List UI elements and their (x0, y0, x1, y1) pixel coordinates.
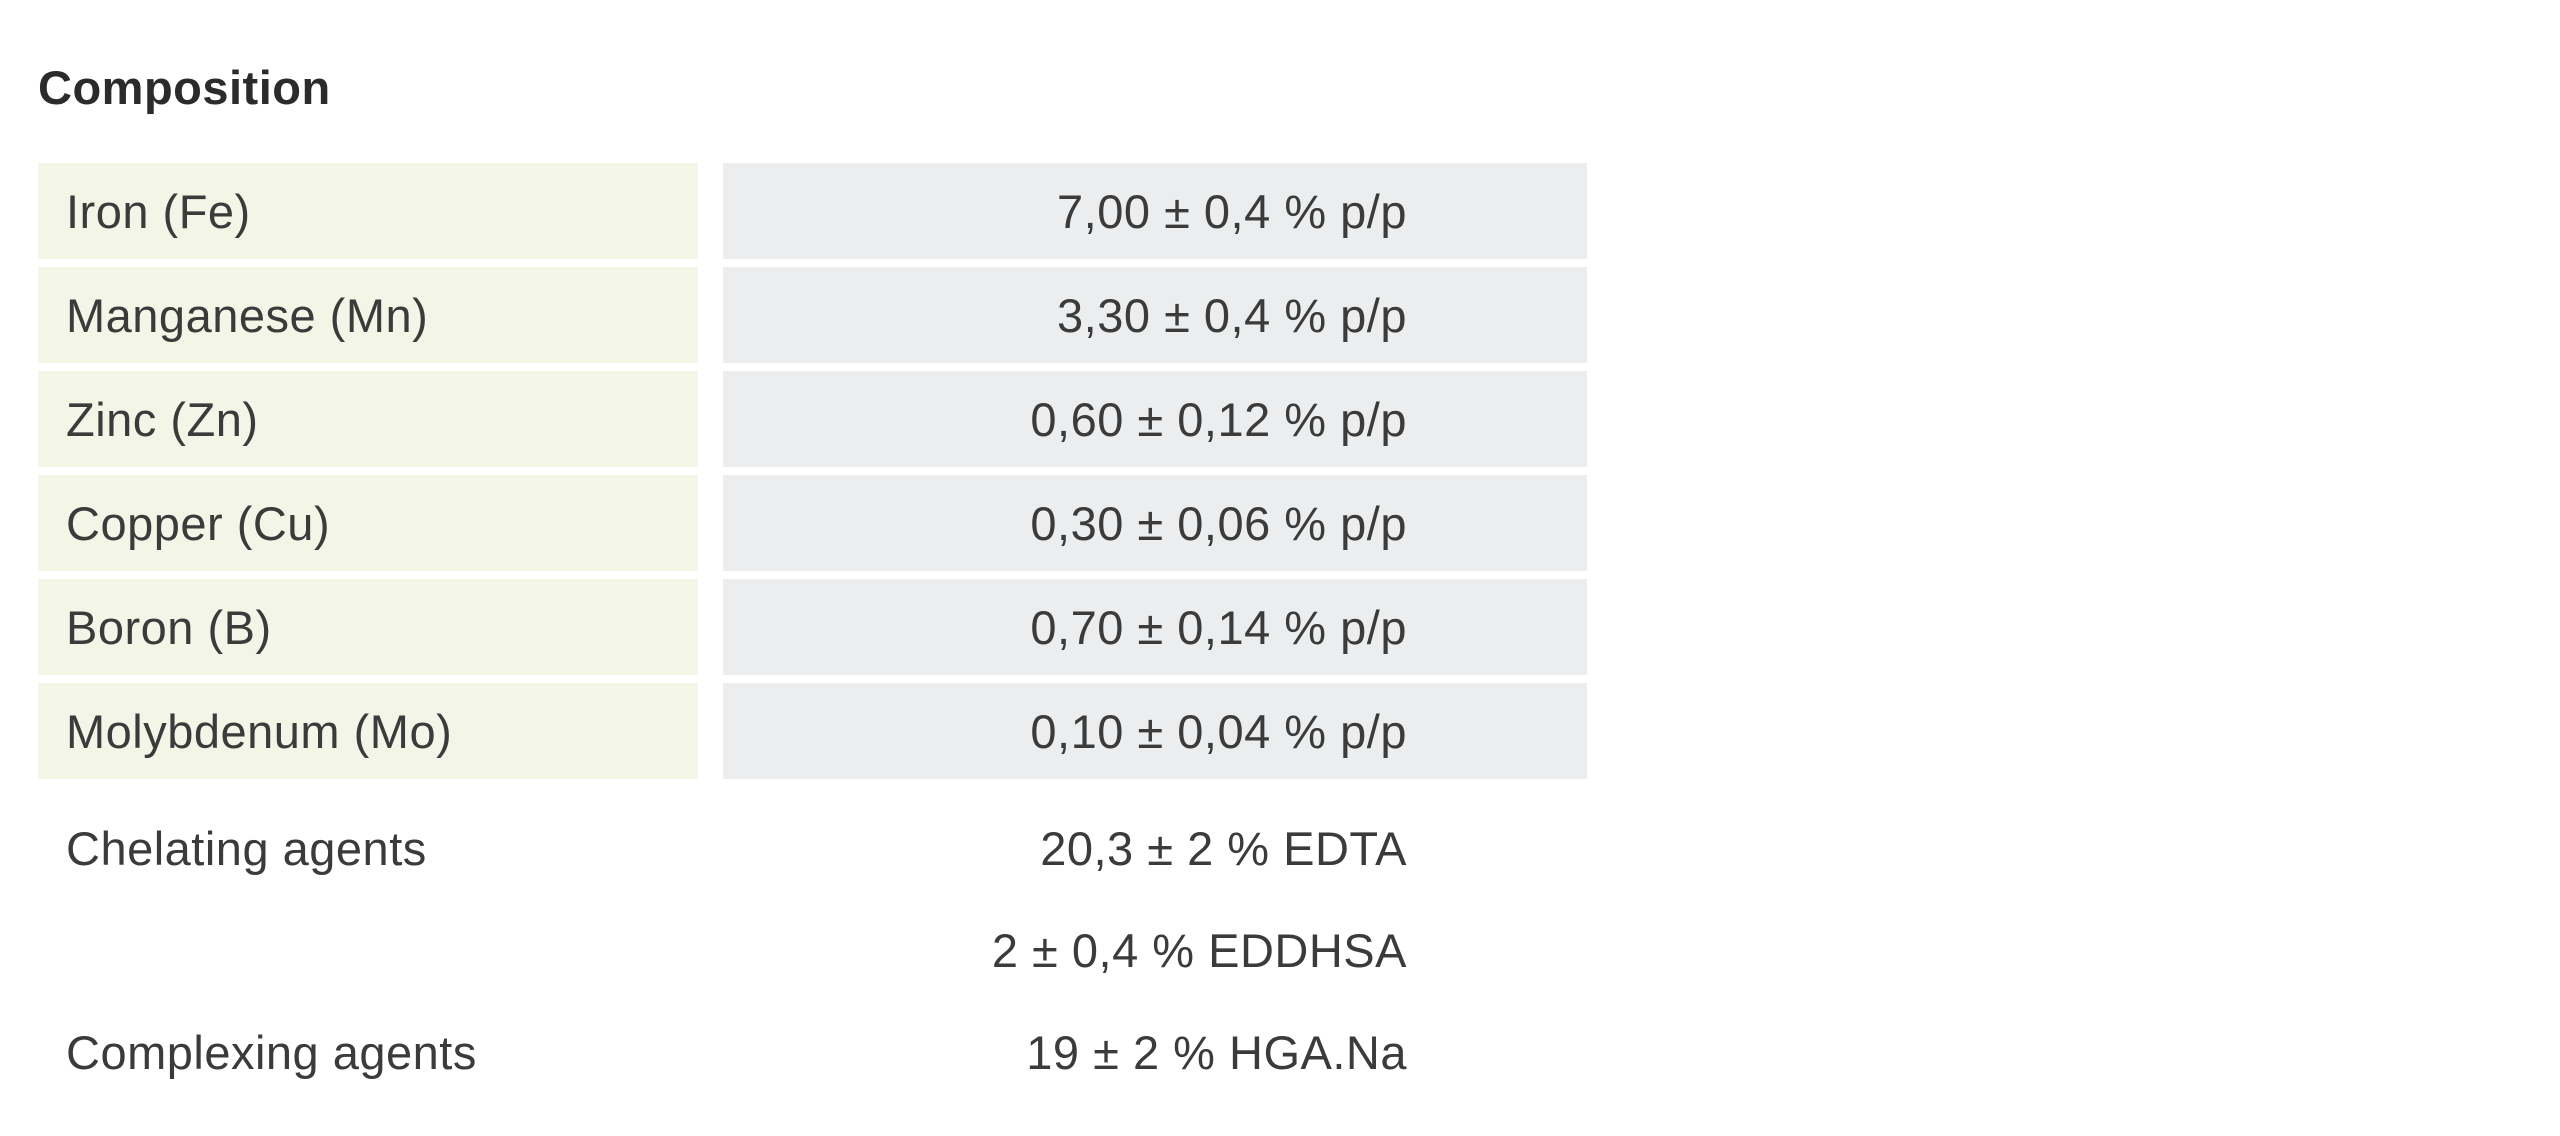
nutrient-label: Boron (B) (38, 579, 698, 675)
table-row: Copper (Cu) 0,30 ± 0,06 % p/p (38, 475, 1587, 571)
table-row: Complexing agents 19 ± 2 % HGA.Na (38, 1001, 1587, 1103)
agent-label (38, 899, 698, 1001)
agent-value: 2 ± 0,4 % EDDHSA (991, 923, 1407, 977)
nutrient-value: 0,60 ± 0,12 % p/p (723, 371, 1587, 467)
agent-value: 19 ± 2 % HGA.Na (1026, 1025, 1407, 1079)
nutrient-value: 0,10 ± 0,04 % p/p (723, 683, 1587, 779)
table-row: Chelating agents 20,3 ± 2 % EDTA (38, 797, 1587, 899)
nutrient-label: Manganese (Mn) (38, 267, 698, 363)
agents-table: Chelating agents 20,3 ± 2 % EDTA 2 ± 0,4… (38, 797, 1587, 1103)
nutrient-label: Zinc (Zn) (38, 371, 698, 467)
table-row: Zinc (Zn) 0,60 ± 0,12 % p/p (38, 371, 1587, 467)
table-row: Molybdenum (Mo) 0,10 ± 0,04 % p/p (38, 683, 1587, 779)
table-row: Boron (B) 0,70 ± 0,14 % p/p (38, 579, 1587, 675)
agent-value: 20,3 ± 2 % EDTA (1040, 821, 1407, 875)
nutrient-value: 3,30 ± 0,4 % p/p (723, 267, 1587, 363)
nutrient-label: Copper (Cu) (38, 475, 698, 571)
agent-label: Complexing agents (66, 1025, 477, 1079)
nutrient-value: 7,00 ± 0,4 % p/p (723, 163, 1587, 259)
table-row: Manganese (Mn) 3,30 ± 0,4 % p/p (38, 267, 1587, 363)
nutrient-value: 0,70 ± 0,14 % p/p (723, 579, 1587, 675)
agent-label: Chelating agents (66, 821, 427, 875)
page-title: Composition (38, 61, 331, 114)
table-row: Iron (Fe) 7,00 ± 0,4 % p/p (38, 163, 1587, 259)
composition-table: Iron (Fe) 7,00 ± 0,4 % p/p Manganese (Mn… (38, 163, 1587, 779)
nutrient-label: Iron (Fe) (38, 163, 698, 259)
nutrient-value: 0,30 ± 0,06 % p/p (723, 475, 1587, 571)
nutrient-label: Molybdenum (Mo) (38, 683, 698, 779)
table-row: 2 ± 0,4 % EDDHSA (38, 899, 1587, 1001)
